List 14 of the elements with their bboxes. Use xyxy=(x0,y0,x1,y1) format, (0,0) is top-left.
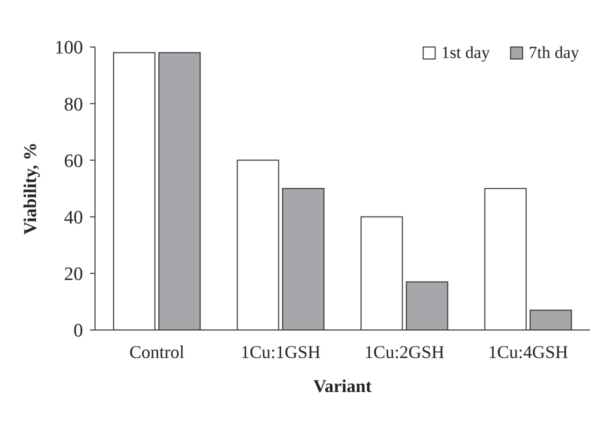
y-tick-label: 100 xyxy=(54,38,83,59)
x-tick-label: 1Cu:4GSH xyxy=(488,342,568,362)
y-axis-title: Viability, % xyxy=(20,142,40,235)
x-axis-title: Variant xyxy=(313,376,372,396)
y-tick-label: 0 xyxy=(74,320,83,342)
y-tick-label: 80 xyxy=(64,94,83,116)
y-tick-label: 20 xyxy=(64,264,83,286)
y-tick-label: 40 xyxy=(64,207,83,228)
legend-label: 7th day xyxy=(528,43,580,62)
x-tick-label: 1Cu:2GSH xyxy=(364,342,444,362)
y-tick-label: 60 xyxy=(64,150,83,172)
legend-label: 1st day xyxy=(441,43,490,62)
x-tick-label: 1Cu:1GSH xyxy=(240,342,321,362)
x-tick-label: Control xyxy=(129,342,184,362)
